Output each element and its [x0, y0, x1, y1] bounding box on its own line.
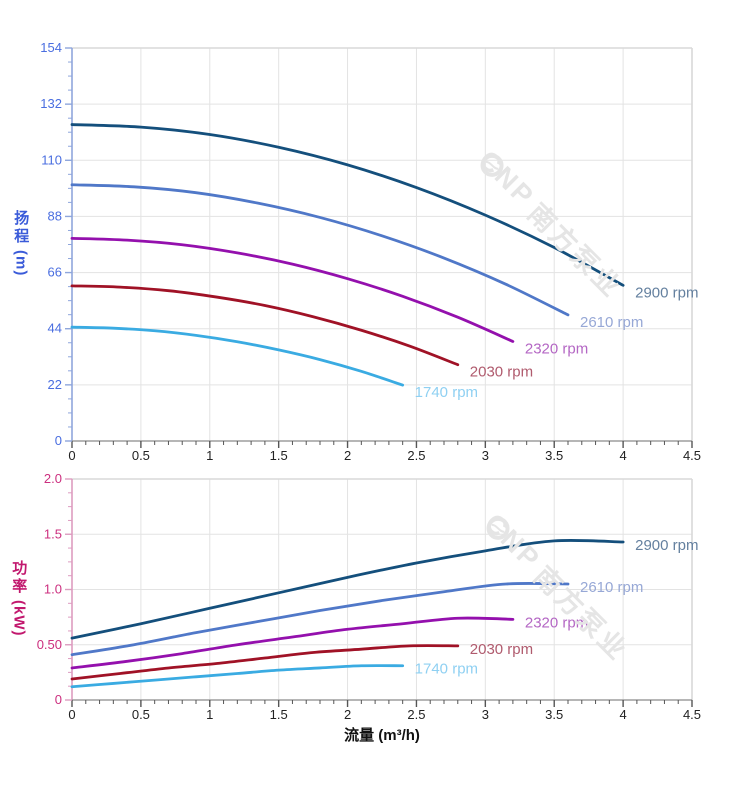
x-tick-label: 4 [619, 707, 626, 722]
x-tick-label: 3 [482, 448, 489, 463]
y-tick-label: 44 [48, 321, 62, 336]
power-axis-title-text: 功率 [10, 560, 28, 596]
x-tick-label: 3 [482, 707, 489, 722]
x-tick-label: 1.5 [270, 707, 288, 722]
series-label-2610-rpm: 2610 rpm [580, 579, 643, 596]
x-tick-label: 0 [68, 448, 75, 463]
x-tick-label: 1 [206, 707, 213, 722]
y-tick-label: 132 [40, 96, 62, 111]
x-tick-label: 1.5 [270, 448, 288, 463]
series-curve-2900-rpm [70, 123, 625, 287]
power-axis-title: 功率 (kW) [10, 560, 27, 637]
x-tick-label: 4 [619, 448, 626, 463]
y-tick-label: 154 [40, 40, 62, 55]
flow-axis-title: 流量 (m³/h) [344, 727, 420, 744]
power-chart-canvas: 0 0.5 1 1.5 2 2.5 3 3.5 4 4.5 0 0.50 1.0 1.5 2.0 2900 r… [37, 471, 701, 722]
series-label-2320-rpm: 2320 rpm [525, 340, 588, 357]
series-label-2030-rpm: 2030 rpm [470, 641, 533, 658]
y-tick-label: 2.0 [44, 471, 62, 486]
series-curve-2320-rpm [70, 236, 515, 343]
y-tick-label: 22 [48, 377, 62, 392]
head-vs-flow-axes: 0 0.5 1 1.5 2 2.5 3 3.5 4 4.5 0 22 44 66 88 110 132 154 [40, 40, 701, 463]
x-tick-label: 3.5 [545, 448, 563, 463]
x-tick-label: 0.5 [132, 448, 150, 463]
series-curve-1740-rpm [70, 664, 405, 689]
power-axis-unit: (kW) [10, 600, 28, 637]
x-tick-label: 0 [68, 707, 75, 722]
x-tick-label: 1 [206, 448, 213, 463]
series-label-2320-rpm: 2320 rpm [525, 614, 588, 631]
y-tick-label: 110 [41, 152, 62, 167]
series-curve-2610-rpm [70, 582, 570, 657]
head-vs-flow-grid [72, 47, 693, 441]
y-tick-label: 1.5 [44, 526, 62, 541]
series-curve-2610-rpm [70, 183, 570, 317]
head-axis-title-text: 扬程 [12, 210, 30, 246]
x-tick-label: 4.5 [683, 448, 701, 463]
power-vs-flow-axes: 0 0.5 1 1.5 2 2.5 3 3.5 4 4.5 0 0.50 1.0 1.5 2.0 [37, 471, 701, 722]
series-curve-2900-rpm [70, 539, 625, 640]
series-curve-2320-rpm [70, 616, 515, 670]
x-tick-label: 4.5 [683, 707, 701, 722]
head-axis-title: 扬程 (m) [12, 210, 29, 276]
y-tick-label: 88 [48, 208, 62, 223]
series-label-2610-rpm: 2610 rpm [580, 314, 643, 331]
y-tick-label: 66 [48, 265, 62, 280]
series-label-1740-rpm: 1740 rpm [415, 384, 478, 401]
y-tick-label: 0 [55, 692, 62, 707]
y-tick-label: 0 [55, 433, 62, 448]
head-chart-canvas: 0 0.5 1 1.5 2 2.5 3 3.5 4 4.5 0 22 44 66 88 110 132 154 29… [40, 40, 701, 463]
x-tick-label: 3.5 [545, 707, 563, 722]
y-tick-label: 0.50 [37, 637, 62, 652]
x-tick-label: 0.5 [132, 707, 150, 722]
series-label-2900-rpm: 2900 rpm [635, 284, 698, 301]
series-label-2030-rpm: 2030 rpm [470, 364, 533, 381]
series-label-1740-rpm: 1740 rpm [415, 661, 478, 678]
y-tick-label: 1.0 [44, 582, 62, 597]
x-tick-label: 2.5 [407, 707, 425, 722]
series-curve-2030-rpm [70, 644, 460, 681]
x-tick-label: 2 [344, 707, 351, 722]
x-tick-label: 2 [344, 448, 351, 463]
power-vs-flow-grid [72, 478, 693, 700]
series-curve-2030-rpm [70, 284, 460, 367]
head-axis-unit: (m) [12, 250, 30, 277]
series-label-2900-rpm: 2900 rpm [635, 537, 698, 554]
x-tick-label: 2.5 [407, 448, 425, 463]
series-curve-1740-rpm [70, 325, 405, 387]
